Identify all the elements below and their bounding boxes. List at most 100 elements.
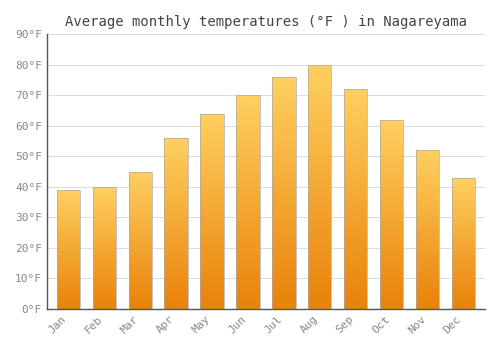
Bar xyxy=(128,290,152,292)
Bar xyxy=(452,199,475,201)
Bar xyxy=(164,185,188,187)
Bar xyxy=(452,240,475,242)
Bar xyxy=(380,271,404,273)
Bar xyxy=(308,107,332,111)
Bar xyxy=(56,211,80,212)
Bar xyxy=(344,289,368,292)
Bar xyxy=(56,255,80,257)
Bar xyxy=(344,265,368,268)
Bar xyxy=(92,217,116,219)
Bar xyxy=(128,254,152,256)
Bar xyxy=(416,222,439,224)
Bar xyxy=(200,206,224,209)
Bar xyxy=(416,299,439,301)
Bar xyxy=(236,191,260,194)
Bar xyxy=(272,164,295,167)
Bar xyxy=(344,259,368,262)
Bar xyxy=(92,226,116,228)
Bar xyxy=(380,125,404,127)
Bar xyxy=(380,290,404,292)
Bar xyxy=(452,178,475,179)
Bar xyxy=(452,235,475,237)
Bar xyxy=(308,300,332,303)
Bar xyxy=(452,271,475,273)
Bar xyxy=(164,145,188,147)
Bar xyxy=(308,126,332,129)
Bar xyxy=(344,248,368,251)
Bar xyxy=(236,223,260,226)
Bar xyxy=(164,253,188,256)
Bar xyxy=(272,152,295,155)
Bar xyxy=(416,206,439,208)
Bar xyxy=(416,241,439,243)
Bar xyxy=(92,256,116,257)
Bar xyxy=(128,199,152,201)
Bar xyxy=(344,224,368,226)
Bar xyxy=(452,179,475,181)
Bar xyxy=(164,211,188,213)
Bar xyxy=(344,188,368,191)
Bar xyxy=(344,202,368,204)
Bar xyxy=(164,142,188,145)
Bar xyxy=(452,194,475,196)
Bar xyxy=(452,258,475,260)
Bar xyxy=(380,127,404,129)
Bar xyxy=(272,257,295,259)
Bar xyxy=(128,256,152,257)
Bar xyxy=(164,225,188,228)
Bar xyxy=(272,118,295,120)
Bar xyxy=(308,230,332,232)
Bar xyxy=(128,187,152,189)
Bar xyxy=(56,218,80,219)
Bar xyxy=(92,240,116,241)
Bar xyxy=(308,162,332,166)
Bar xyxy=(308,74,332,77)
Bar xyxy=(56,214,80,215)
Bar xyxy=(452,201,475,202)
Bar xyxy=(308,266,332,269)
Bar xyxy=(236,170,260,173)
Bar xyxy=(200,240,224,243)
Bar xyxy=(92,277,116,278)
Bar xyxy=(452,278,475,279)
Bar xyxy=(164,270,188,272)
Bar xyxy=(56,284,80,285)
Bar xyxy=(92,223,116,225)
Bar xyxy=(344,237,368,240)
Bar xyxy=(236,247,260,250)
Bar xyxy=(128,245,152,247)
Bar xyxy=(92,199,116,201)
Bar xyxy=(416,168,439,170)
Bar xyxy=(56,292,80,294)
Bar xyxy=(344,133,368,136)
Bar xyxy=(380,292,404,295)
Bar xyxy=(452,222,475,224)
Bar xyxy=(56,289,80,291)
Bar xyxy=(344,117,368,119)
Bar xyxy=(452,184,475,186)
Bar xyxy=(128,252,152,254)
Bar xyxy=(200,280,224,282)
Bar xyxy=(128,196,152,197)
Bar xyxy=(380,236,404,238)
Bar xyxy=(380,139,404,141)
Bar xyxy=(272,225,295,228)
Bar xyxy=(236,277,260,279)
Bar xyxy=(416,156,439,158)
Bar xyxy=(56,224,80,225)
Bar xyxy=(236,149,260,151)
Bar xyxy=(92,251,116,252)
Bar xyxy=(200,175,224,177)
Bar xyxy=(200,260,224,262)
Bar xyxy=(236,229,260,231)
Bar xyxy=(380,129,404,132)
Bar xyxy=(236,167,260,170)
Bar xyxy=(272,280,295,283)
Bar xyxy=(92,231,116,232)
Bar xyxy=(452,248,475,250)
Bar xyxy=(272,190,295,193)
Bar xyxy=(128,305,152,307)
Bar xyxy=(272,83,295,86)
Bar xyxy=(308,135,332,138)
Bar xyxy=(56,306,80,307)
